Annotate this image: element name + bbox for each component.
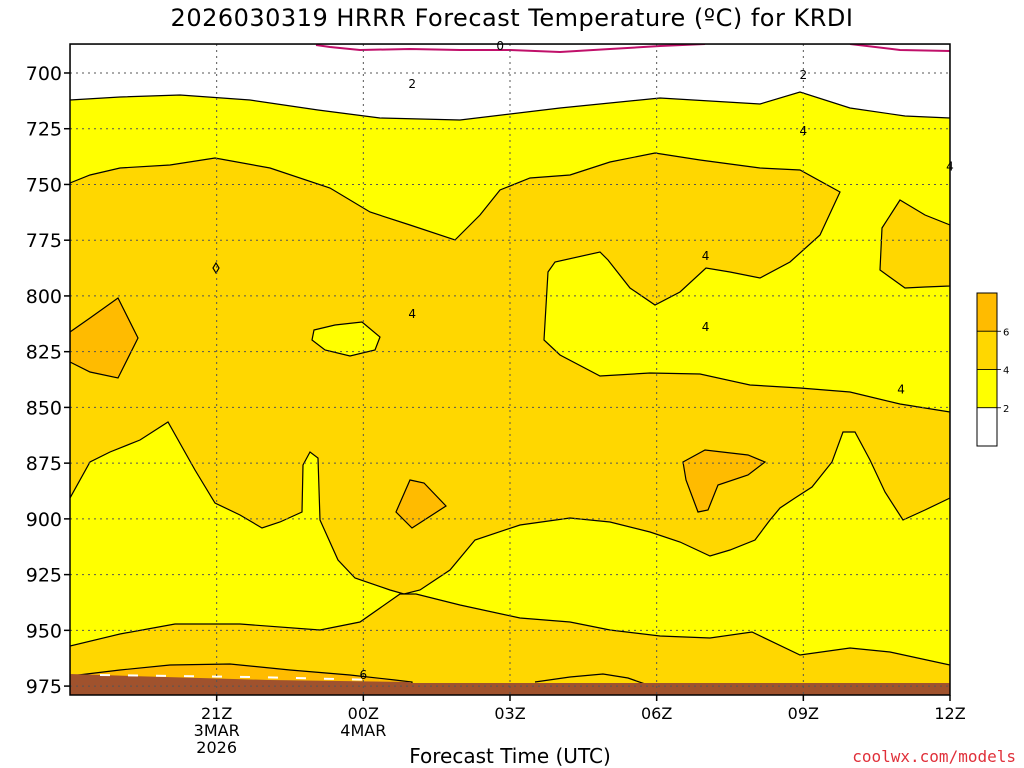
x-tick-label: 12Z (934, 704, 965, 723)
contour-label: 6 (360, 668, 368, 682)
colorbar-swatch (976, 330, 998, 370)
contour-label: 2 (800, 68, 808, 82)
x-tick-label: 21Z (201, 704, 232, 723)
contour-4-low-right (534, 673, 646, 685)
contour-label: 2 (408, 77, 416, 91)
y-tick-label: 925 (26, 565, 62, 587)
colorbar-legend: 2 4 6 (976, 292, 1009, 447)
colorbar-label: 6 (1003, 327, 1009, 338)
x-tick-label: 4MAR (340, 721, 386, 740)
x-tick-label: 03Z (494, 704, 525, 723)
y-tick-label: 775 (26, 230, 62, 252)
y-tick-label: 950 (26, 620, 62, 642)
isotherm-0 (315, 44, 950, 54)
fill-below-4-patch (311, 321, 381, 357)
y-tick-label: 750 (26, 174, 62, 196)
x-tick-label: 09Z (788, 704, 819, 723)
colorbar-frame (976, 292, 998, 447)
colorbar-label: 2 (1003, 404, 1009, 415)
y-tick-label: 850 (26, 397, 62, 419)
colorbar-swatch (976, 407, 998, 447)
contour-label: 4 (800, 124, 808, 138)
contour-label: 4 (702, 320, 710, 334)
x-axis-label: Forecast Time (UTC) (409, 744, 611, 768)
x-tick-label: 3MAR (194, 721, 240, 740)
y-tick-label: 700 (26, 63, 62, 85)
fill-above-6-mid (395, 479, 447, 529)
fill-above-6-right (682, 449, 767, 513)
x-tick-label: 00Z (348, 704, 379, 723)
y-tick-label: 900 (26, 509, 62, 531)
contour-label: 0 (496, 39, 504, 53)
colorbar-swatch (976, 292, 998, 332)
contour-small-diamond (212, 261, 220, 275)
fill-4-to-6-patch-right (879, 199, 950, 289)
x-tick-label: 2026 (196, 738, 237, 757)
x-tick-label: 06Z (641, 704, 672, 723)
y-tick-label: 875 (26, 453, 62, 475)
fill-4-to-6-main (70, 152, 950, 595)
terrain-surface-detail (70, 674, 410, 684)
contour-label: 4 (408, 307, 416, 321)
y-axis: 700 725 750 775 800 825 850 875 900 925 950 975 (26, 63, 70, 698)
colorbar-swatch (976, 369, 998, 409)
y-tick-label: 975 (26, 676, 62, 698)
contour-label: 4 (897, 383, 905, 397)
y-tick-label: 825 (26, 342, 62, 364)
contour-label: 4 (702, 249, 710, 263)
y-tick-label: 725 (26, 119, 62, 141)
site-credit[interactable]: coolwx.com/models (852, 747, 1016, 766)
chart-title: 2026030319 HRRR Forecast Temperature (ºC… (170, 4, 854, 32)
y-tick-label: 800 (26, 286, 62, 308)
colorbar-label: 4 (1003, 366, 1009, 377)
fill-above-6-left (70, 297, 139, 379)
